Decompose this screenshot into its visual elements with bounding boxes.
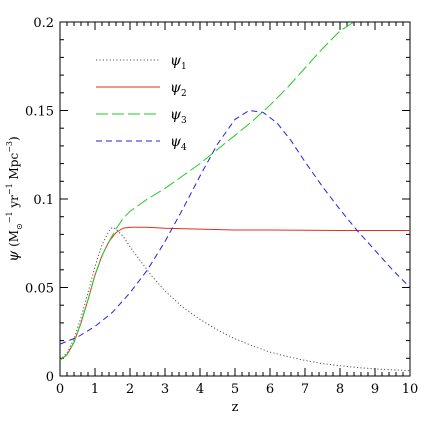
x-tick-label: 1 [91,382,99,397]
axis-ticks: 0 1 2 3 4 5 6 7 8 9 10 0 0.05 0.1 0.15 0.2 [25,16,418,397]
series-line-psi3 [59,21,355,361]
y-tick-label: 0.2 [33,16,54,31]
legend-label-psi4: ψ4 [170,134,187,153]
y-tick-label: 0 [46,370,54,385]
legend-label-psi3: ψ3 [170,107,187,126]
x-tick-label: 0 [56,382,64,397]
legend-label-psi2: ψ2 [170,80,187,99]
x-tick-label: 2 [126,382,134,397]
y-tick-label: 0.05 [25,282,54,297]
series-line-psi4 [59,109,411,345]
x-tick-label: 10 [402,382,419,397]
series-line-psi2 [59,226,410,361]
x-tick-label: 8 [336,382,344,397]
x-tick-label: 3 [161,382,169,397]
x-axis-label: z [232,400,239,415]
legend-label-psi1: ψ1 [170,53,187,72]
y-axis-label: ψ (M⊙−1 yr−1 Mpc−3) [5,136,24,261]
legend: ψ1 ψ2 ψ3 ψ4 [96,53,187,153]
series-lines [59,21,411,372]
plot-frame [59,21,411,377]
y-tick-label: 0.1 [33,193,54,208]
y-tick-label: 0.15 [25,105,54,120]
series-line-psi1 [59,226,411,372]
x-tick-label: 7 [301,382,309,397]
x-tick-label: 5 [231,382,239,397]
x-tick-label: 4 [196,382,204,397]
x-tick-label: 9 [371,382,379,397]
x-tick-label: 6 [266,382,274,397]
